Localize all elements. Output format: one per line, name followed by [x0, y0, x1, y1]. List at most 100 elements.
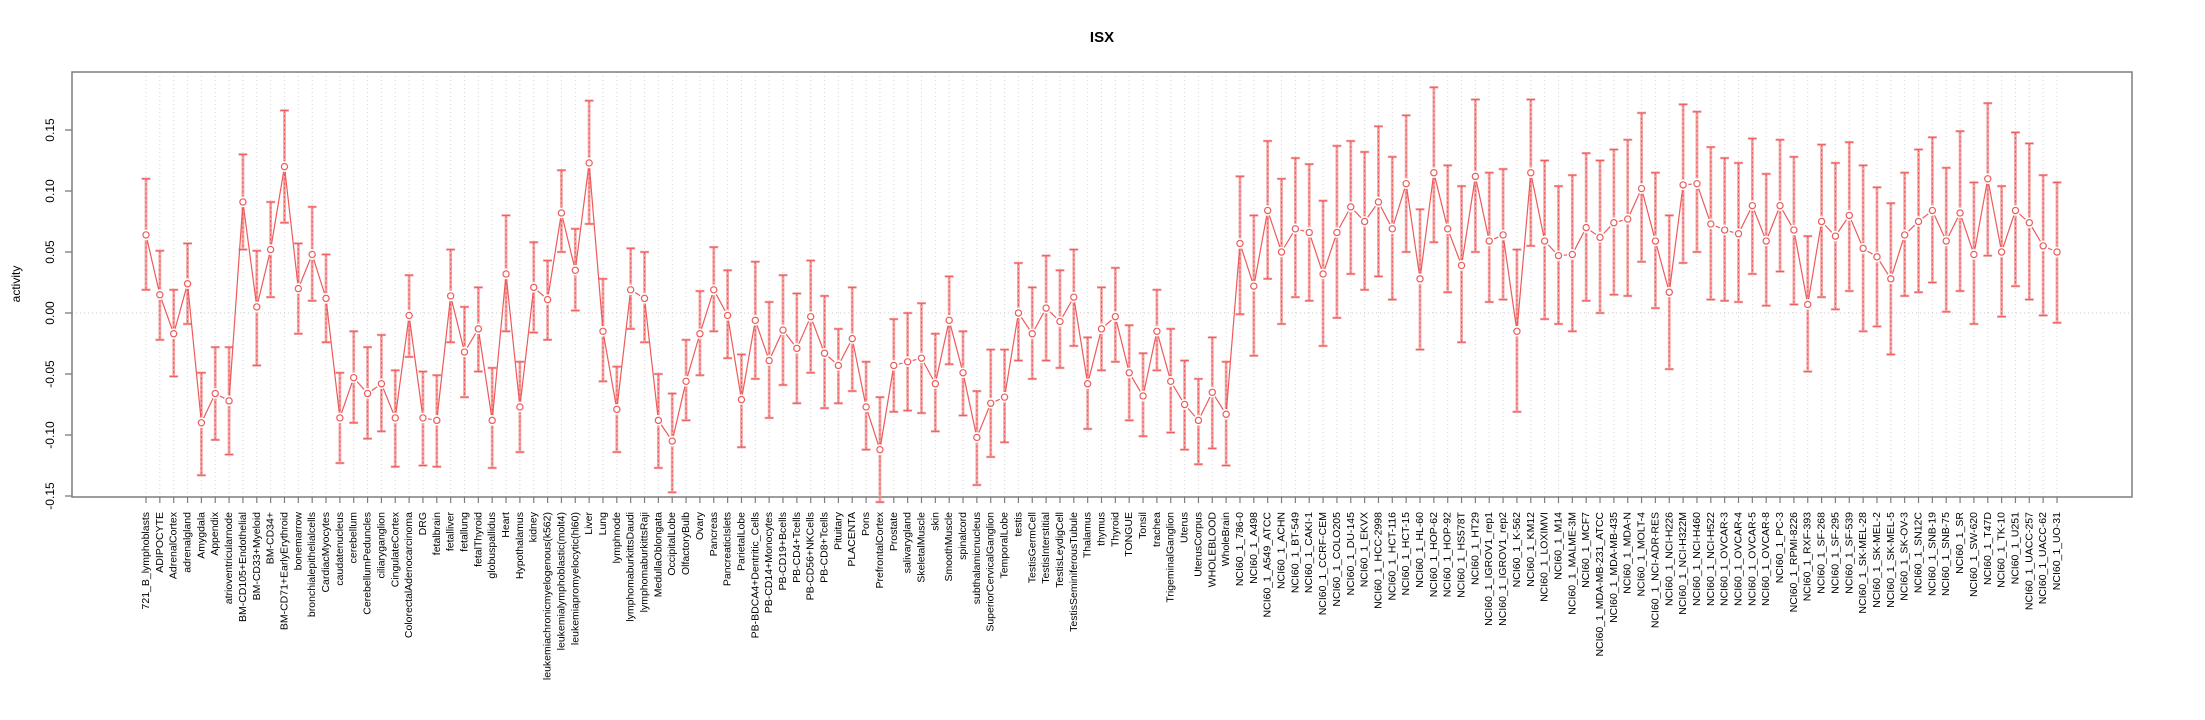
data-point [820, 349, 829, 357]
data-point [1167, 377, 1175, 386]
data-point [1402, 179, 1410, 188]
data-point [391, 414, 399, 422]
x-tick-label: WholeBrain [1220, 512, 1232, 566]
data-point [1513, 327, 1521, 335]
x-tick-label: ColorectalAdenocarcinoma [403, 512, 415, 638]
data-point [1153, 327, 1161, 335]
x-tick-label: thymus [1096, 512, 1108, 546]
data-point [1097, 325, 1106, 333]
data-point [806, 312, 815, 321]
data-point [737, 395, 746, 404]
data-point [1527, 168, 1535, 177]
x-tick-label: fetalbrain [431, 512, 443, 555]
data-point [1970, 250, 1978, 259]
data-point [1305, 228, 1313, 237]
data-point [959, 369, 967, 377]
data-point [1568, 250, 1577, 259]
data-point [211, 389, 219, 398]
x-tick-label: Pancreas [708, 512, 720, 556]
data-point [156, 291, 164, 299]
x-tick-label: NCI60_1_PC-3 [1774, 512, 1786, 583]
x-tick-label: NCI60_1_HL-60 [1414, 512, 1426, 588]
x-tick-label: leukemiapromyelocytic(hl60) [569, 512, 581, 645]
x-tick-label: NCI60_1_SF-539 [1843, 512, 1855, 594]
data-point [779, 326, 787, 334]
data-point [931, 380, 940, 388]
x-tick-label: NCI60_1_SW-620 [1968, 512, 1980, 597]
data-point [710, 286, 718, 294]
x-tick-label: NCI60_1_TK-10 [1996, 512, 2008, 588]
data-point [876, 445, 884, 454]
data-point [1637, 184, 1646, 193]
data-point [2011, 206, 2020, 215]
data-point [668, 437, 676, 445]
x-tick-label: SmoothMuscle [943, 512, 955, 582]
data-point [1610, 219, 1618, 227]
data-point [1291, 225, 1300, 233]
x-tick-label: subthalamicnucleus [971, 512, 983, 604]
data-point [1388, 225, 1397, 233]
data-point [1831, 232, 1840, 240]
data-point [1748, 201, 1757, 210]
data-point [1582, 223, 1590, 232]
x-tick-label: UterusCorpus [1192, 512, 1204, 577]
data-point [488, 416, 496, 425]
data-point [917, 354, 926, 362]
x-tick-label: TemporalLobe [999, 512, 1011, 579]
x-tick-label: NCI60_1_SNB-19 [1926, 512, 1938, 596]
x-tick-label: MedullaOblongata [652, 512, 664, 597]
x-tick-label: NCI60_1_MCF7 [1580, 512, 1592, 588]
x-tick-label: BM-CD34+ [265, 512, 277, 564]
data-point [1277, 248, 1286, 256]
data-point [253, 303, 261, 311]
x-tick-label: NCI60_1_MDA-MB-231_ATCC [1594, 512, 1606, 657]
x-tick-label: fetalliver [445, 512, 457, 552]
data-point [280, 162, 289, 171]
x-tick-label: NCI60_1_EKVX [1359, 512, 1371, 587]
data-point [1111, 312, 1120, 321]
y-tick-label: 0.15 [43, 118, 57, 142]
x-tick-label: NCI60_1_MDA-N [1622, 512, 1634, 594]
x-tick-label: lymphnode [611, 512, 623, 564]
data-point [1070, 293, 1078, 301]
data-point [1333, 228, 1341, 237]
data-point [1499, 231, 1507, 239]
x-tick-label: NCI60_1_786-0 [1234, 512, 1246, 586]
data-point [1928, 206, 1937, 215]
x-tick-label: PB-CD19+Bcells [777, 512, 789, 591]
data-point [1042, 304, 1050, 312]
y-tick-label: -0.05 [43, 360, 57, 388]
data-point [1859, 244, 1867, 253]
data-point [848, 334, 856, 343]
x-tick-label: OlfactoryBulb [680, 512, 692, 575]
y-tick-label: 0.05 [43, 240, 57, 264]
x-tick-label: TONGUE [1123, 512, 1135, 557]
x-tick-label: NCI60_1_A549_ATCC [1262, 512, 1274, 618]
data-point [1430, 168, 1438, 177]
data-point [1776, 201, 1784, 210]
x-tick-label: NCI60_1_SF-295 [1829, 512, 1841, 594]
x-tick-label: CardiacMyocytes [320, 512, 332, 593]
data-point [239, 198, 247, 206]
data-point [1900, 231, 1909, 239]
data-point [183, 280, 192, 288]
data-point [1360, 217, 1369, 226]
x-tick-label: cerebellum [348, 512, 360, 564]
x-tick-label: NCI60_1_ACHN [1276, 512, 1288, 589]
x-tick-label: NCI60_1_SK-MEL-5 [1885, 512, 1897, 608]
data-point [1139, 392, 1147, 400]
x-tick-label: Appendix [209, 511, 221, 556]
data-point [1804, 300, 1812, 309]
data-point [682, 377, 690, 386]
data-point [862, 403, 870, 411]
x-tick-label: NCI60_1_A498 [1248, 512, 1260, 584]
x-tick-label: NCI60_1_SNB-75 [1940, 512, 1952, 596]
data-point [557, 209, 566, 217]
data-point [1028, 330, 1036, 338]
x-tick-label: globuspallidus [486, 512, 498, 579]
data-point [1887, 275, 1895, 283]
x-tick-label: NCI60_1_DU-145 [1345, 512, 1357, 596]
data-point [1457, 261, 1466, 270]
x-tick-label: NCI60_1_OVCAR-8 [1760, 512, 1772, 606]
data-point [613, 405, 621, 414]
